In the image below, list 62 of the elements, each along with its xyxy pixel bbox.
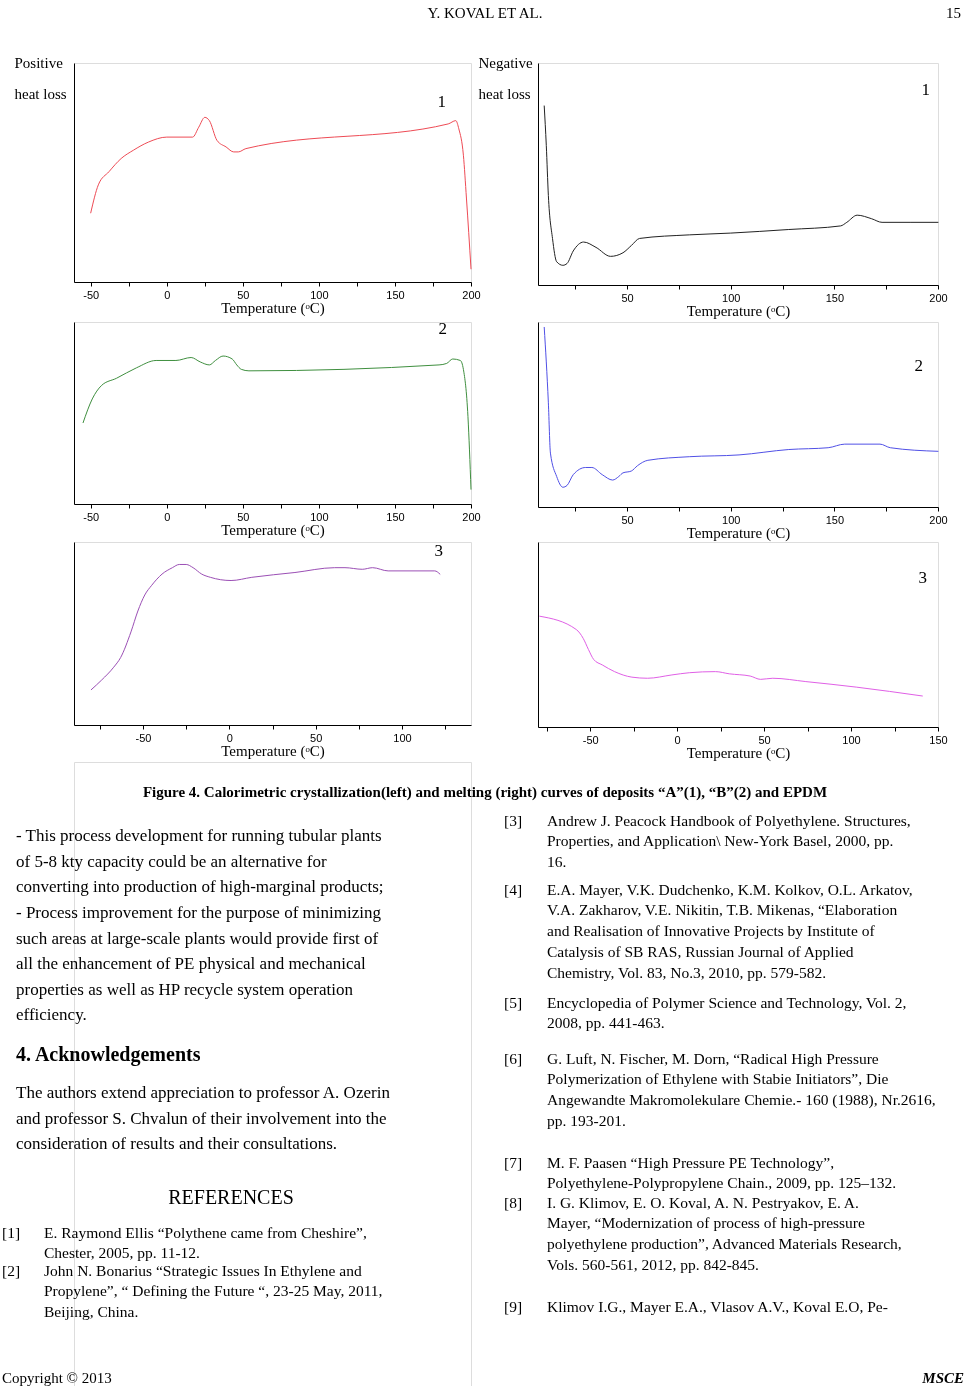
x-axis-title: Temperature (ᵒC) <box>686 524 791 542</box>
x-tick-label: 50 <box>310 731 323 744</box>
x-tick-label: 150 <box>386 510 405 523</box>
x-axis-title: Temperature (ᵒC) <box>686 744 791 762</box>
text: [3] Andrew J. Peacock Handbook of Polyethylene. Structures, Properties, and Application\ New-York Basel, 2000, pp. 16. <box>504 811 911 871</box>
x-tick-label: 50 <box>621 513 634 526</box>
text: REFERENCES <box>168 1186 294 1208</box>
x-axis-title: Temperature (ᵒC) <box>686 302 791 320</box>
x-tick-label: 100 <box>310 510 329 523</box>
text: - This process development for running tubular plants of 5-8 kty capacity could be an alternative for converting into production of high-marginal products; <box>16 826 384 897</box>
x-tick-label: 50 <box>758 733 771 746</box>
x-tick-label: 200 <box>462 510 481 523</box>
x-tick-label: 100 <box>842 733 861 746</box>
text: Y. KOVAL ET AL. <box>427 4 543 21</box>
x-tick-label: -50 <box>83 288 100 301</box>
x-tick-label: -50 <box>582 733 599 746</box>
x-tick-label: 0 <box>226 731 233 744</box>
x-tick-label: 150 <box>825 513 845 526</box>
x-tick-label: -50 <box>135 731 152 744</box>
x-tick-label: 200 <box>929 513 948 526</box>
x-axis-title: Temperature (ᵒC) <box>221 742 325 760</box>
x-tick-label: 100 <box>310 288 329 301</box>
x-axis-title: Temperature (ᵒC) <box>221 299 325 317</box>
text: Copyright © 2013 <box>2 1370 112 1386</box>
x-axis-title: Temperature (ᵒC) <box>221 521 325 539</box>
x-tick-label: 100 <box>393 731 412 744</box>
text: [7] M. F. Paasen “High Pressure PE Technology”, Polyethylene-Polypropylene Chain., 2009, pp. 125–132. <box>504 1153 897 1192</box>
x-tick-label: 50 <box>237 510 250 523</box>
text: [9] Klimov I.G., Mayer E.A., Vlasov A.V., Koval E.O, Pe- <box>504 1297 888 1315</box>
text: 3 <box>918 568 927 587</box>
text: The authors extend appreciation to professor A. Ozerin and professor S. Chvalun of their involvement into the consideration of results and their consultations. <box>16 1083 391 1154</box>
x-tick-label: 150 <box>825 291 845 304</box>
text: [6] G. Luft, N. Fischer, M. Dorn, “Radical High Pressure Polymerization of Ethylene with Stabie Initiators”, Die Angewandte Makromolekulare Chemie.- 160 (1988), Nr.2616, pp. 193-201. <box>504 1049 936 1129</box>
x-tick-label: 100 <box>722 291 741 304</box>
x-tick-label: 100 <box>722 513 741 526</box>
text: 1 <box>921 80 930 99</box>
text: 4. Acknowledgements <box>16 1043 201 1066</box>
text: [1] E. Raymond Ellis “Polythene came from Cheshire”, Chester, 2005, pp. 11-12. <box>2 1223 367 1262</box>
text: - Process improvement for the purpose of minimizing such areas at large-scale plants would provide first of all the enhancement of PE physical and mechanical properties as well as HP recycle system operation efficiency. <box>16 903 382 1025</box>
x-tick-label: 150 <box>386 288 405 301</box>
x-tick-label: -50 <box>83 510 100 523</box>
text: [2] John N. Bonarius “Strategic Issues In Ethylene and Propylene”, “ Defining the Future “, 23-25 May, 2011, Beijing, China. <box>2 1261 383 1321</box>
x-tick-label: 0 <box>674 733 681 746</box>
x-tick-label: 50 <box>237 288 250 301</box>
y-axis-title: Negative heat loss <box>478 54 533 102</box>
x-tick-label: 200 <box>462 288 481 301</box>
text: [8] I. G. Klimov, E. O. Koval, A. N. Pestryakov, E. A. Mayer, “Modernization of process of high-pressure polyethylene production”, Advanced Materials Research, Vols. 560-561, 2012, pp. 842-845. <box>504 1193 902 1273</box>
x-tick-label: 150 <box>929 733 948 746</box>
x-tick-label: 0 <box>164 288 171 301</box>
text: 15 <box>946 4 961 21</box>
caption: Figure 4. Calorimetric crystallization(left) and melting (right) curves of deposits “A”(1), “B”(2) and EPDM <box>142 784 828 802</box>
text: [4] E.A. Mayer, V.K. Dudchenko, K.M. Kolkov, O.L. Arkatov, V.A. Zakharov, V.E. Nikitin, T.B. Mikenas, “Elaboration and Realisation of Innovative Projects by Institute of Catalysis of SB RAS, Russian Journal of Applied Chemistry, Vol. 83, No.3, 2010, pp. 579-582. <box>504 880 913 981</box>
y-axis-title: Positive heat loss <box>14 54 67 102</box>
text: 3 <box>434 541 443 560</box>
text: MSCE <box>921 1370 964 1386</box>
text: [5] Encyclopedia of Polymer Science and Technology, Vol. 2, 2008, pp. 441-463. <box>504 993 907 1032</box>
x-tick-label: 50 <box>621 291 634 304</box>
text: 2 <box>438 319 447 338</box>
annotation: 2 <box>914 356 923 375</box>
x-tick-label: 200 <box>929 291 948 304</box>
text: 1 <box>437 92 446 111</box>
x-tick-label: 0 <box>164 510 171 523</box>
